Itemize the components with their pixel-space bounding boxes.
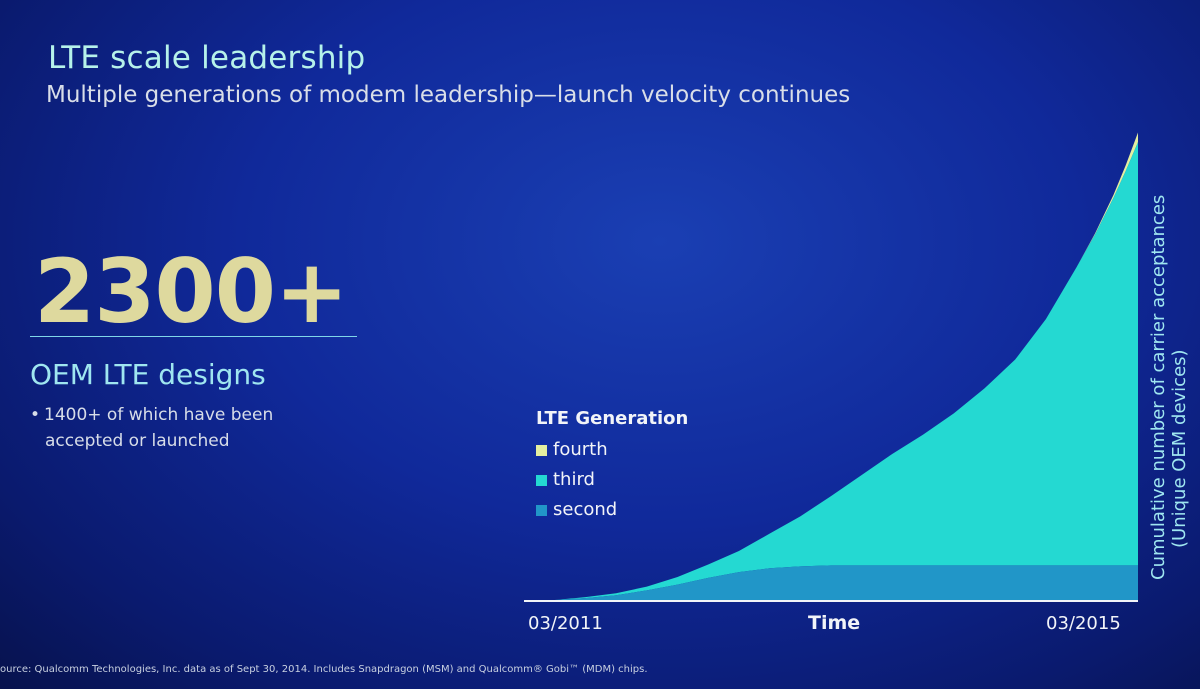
divider: [30, 336, 357, 337]
y-axis-title-line-2: (Unique OEM devices): [1169, 349, 1190, 548]
legend-title: LTE Generation: [536, 408, 689, 429]
chart-legend: LTE Generation fourth third second: [536, 408, 688, 525]
x-tick-label-end: 03/2015: [1046, 613, 1121, 634]
legend-swatch-second: [536, 504, 547, 516]
legend-item-third: third: [536, 465, 688, 495]
legend-item-fourth: fourth: [536, 435, 688, 465]
x-axis-title: Time: [808, 612, 861, 634]
legend-label-second: second: [553, 499, 618, 520]
footnote: ource: Qualcomm Technologies, Inc. data …: [0, 664, 648, 675]
y-axis-title: Cumulative number of carrier acceptances…: [1148, 195, 1190, 580]
legend-swatch-third: [536, 474, 547, 486]
slide-title: LTE scale leadership: [48, 40, 366, 76]
bullet-dot-icon: •: [30, 405, 41, 425]
bullet-line-1: 1400+ of which have been: [44, 405, 274, 425]
bullet-point: • 1400+ of which have been accepted or la…: [30, 402, 273, 454]
slide-subtitle: Multiple generations of modem leadership…: [46, 82, 851, 108]
bullet-line-2: accepted or launched: [45, 431, 230, 451]
x-tick-label-start: 03/2011: [528, 613, 603, 634]
area-series-third: [524, 142, 1138, 601]
legend-item-second: second: [536, 495, 688, 525]
big-number: 2300+: [34, 240, 349, 343]
area-series-second: [524, 565, 1138, 601]
legend-label-fourth: fourth: [553, 439, 608, 460]
y-axis-title-line-1: Cumulative number of carrier acceptances: [1148, 194, 1169, 580]
big-number-caption: OEM LTE designs: [30, 358, 266, 391]
legend-label-third: third: [553, 469, 595, 490]
legend-swatch-fourth: [536, 444, 547, 456]
